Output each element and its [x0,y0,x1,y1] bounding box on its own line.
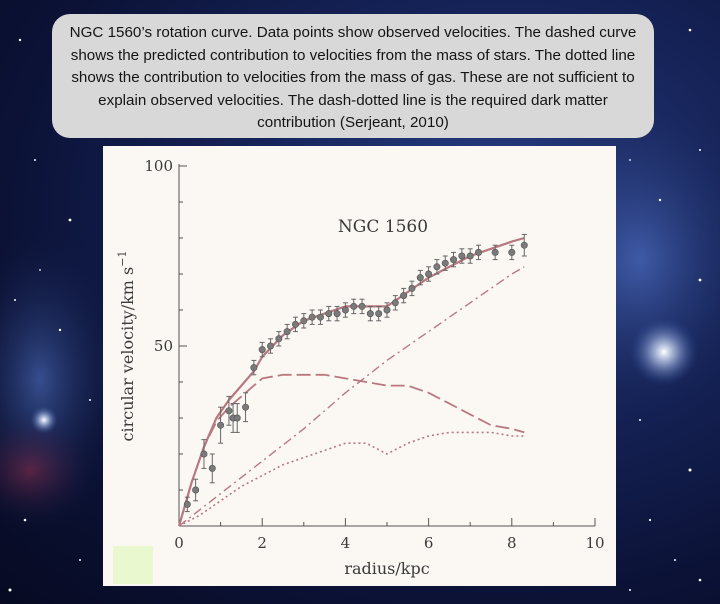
y-tick-label-50: 50 [154,337,173,355]
y-axis-label-main: circular velocity/km s [118,267,137,442]
data-point [475,248,483,256]
y-tick-label-100: 100 [144,157,173,175]
color-swatch [113,546,153,584]
data-point [200,450,208,458]
data-point [183,500,191,508]
data-point [300,317,308,325]
ticks: 0 2 4 6 8 10 50 100 [144,157,604,552]
caption-text: NGC 1560’s rotation curve. Data points s… [69,24,637,131]
data-point [508,248,516,256]
x-axis-label: radius/kpc [344,559,429,578]
curve-dark-matter [178,266,525,527]
data-point [192,486,200,494]
data-point [366,310,374,318]
data-point [375,310,383,318]
curve-gas [178,431,525,527]
data-point [458,252,466,260]
small-stars [8,28,702,592]
y-axis-label: circular velocity/km s−1 [116,251,137,442]
x-tick-label-4: 4 [341,534,351,552]
data-point [400,292,408,300]
x-tick-label-8: 8 [507,534,517,552]
data-point [258,346,266,354]
x-tick-label-10: 10 [585,534,604,552]
data-point [217,421,225,429]
data-point [275,335,283,343]
data-point [250,364,258,372]
data-point [308,313,316,321]
data-point [267,342,275,350]
data-point [425,270,433,278]
rotation-curve-chart: 0 2 4 6 8 10 50 100 NGC 1560 radius/kpc circula… [116,157,605,578]
data-point [316,313,324,321]
data-point [242,403,250,411]
data-point [333,310,341,318]
data-point [358,302,366,310]
data-point [433,263,441,271]
data-point [491,248,499,256]
data-point [450,256,458,264]
data-point [208,464,216,472]
data-point [341,306,349,314]
data-point [233,414,241,422]
figure-panel [103,146,616,586]
data-point [325,310,333,318]
bright-star [630,318,698,386]
observed-points [183,233,528,513]
x-tick-label-0: 0 [174,534,184,552]
chart-title: NGC 1560 [338,217,428,237]
data-point [520,241,528,249]
bright-star-small [30,406,58,434]
data-point [291,320,299,328]
data-point [416,274,424,282]
caption-box: NGC 1560’s rotation curve. Data points s… [52,14,654,138]
data-point [408,284,416,292]
data-point [383,306,391,314]
y-axis-label-superscript: −1 [116,251,129,267]
x-tick-label-2: 2 [257,534,267,552]
model-curves [177,236,525,527]
data-point [441,259,449,267]
data-point [225,407,233,415]
x-tick-label-6: 6 [424,534,434,552]
nebula-red [0,410,100,530]
curve-model-total [177,236,525,527]
data-point [466,252,474,260]
data-point [391,299,399,307]
data-point [350,302,358,310]
data-point [283,328,291,336]
